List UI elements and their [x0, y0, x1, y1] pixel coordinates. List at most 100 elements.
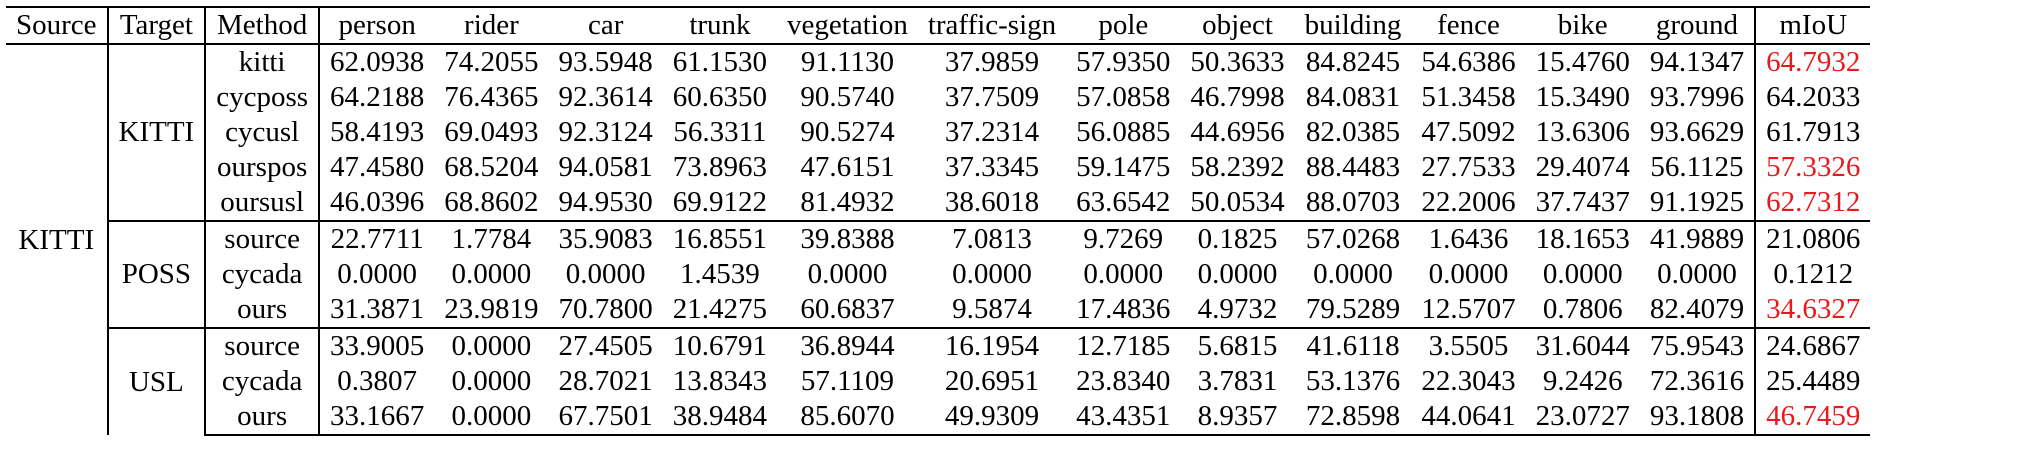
- method-cell: cycposs: [204, 80, 320, 115]
- value-cell: 12.5707: [1421, 293, 1516, 325]
- value-cell: 73.8963: [672, 151, 768, 183]
- value-cell: 0.0000: [1197, 258, 1278, 290]
- value-cell: 59.1475: [1076, 151, 1171, 183]
- table-row: oursusl 46.0396 68.8602 94.9530 69.9122 81.49…: [6, 185, 1871, 221]
- value-cell: 39.8388: [777, 220, 918, 257]
- value-cell: 60.6350: [672, 81, 768, 113]
- value-cell: 37.7509: [944, 81, 1040, 113]
- value-cell: 0.0000: [565, 258, 646, 290]
- value-cell: 5.6815: [1180, 327, 1295, 364]
- method-cell: kitti: [204, 44, 320, 80]
- method-cell: oursusl: [204, 185, 320, 221]
- value-cell: 56.3311: [673, 116, 767, 148]
- value-cell: 41.6118: [1294, 327, 1412, 364]
- table-row: cycposs 64.2188 76.4365 92.3614 60.6350 90.57…: [6, 80, 1871, 115]
- method-cell: ours: [204, 399, 320, 436]
- value-cell: 23.8340: [1076, 365, 1171, 397]
- value-cell: 60.6837: [800, 293, 895, 325]
- value-cell: 3.5505: [1411, 327, 1526, 364]
- miou-cell: 46.7459: [1754, 399, 1871, 436]
- value-cell: 37.7437: [1535, 186, 1630, 218]
- value-cell: 50.3633: [1190, 46, 1285, 78]
- value-cell: 33.1667: [318, 399, 435, 436]
- results-table: Source Target Method person rider car trunk veg…: [6, 6, 1871, 436]
- table-row: POSS source 22.7711 1.7784 35.9083 16.8551 39.…: [6, 220, 1871, 328]
- value-cell: 93.1808: [1639, 399, 1756, 436]
- method-cell: ours: [204, 292, 320, 328]
- value-cell: 23.0727: [1525, 399, 1640, 436]
- header-row: Source Target Method person rider car trunk veg…: [6, 7, 1871, 44]
- miou-cell: 25.4489: [1754, 364, 1871, 399]
- value-cell: 84.8245: [1305, 46, 1401, 78]
- value-cell: 92.3124: [558, 116, 653, 148]
- value-cell: 94.9530: [558, 186, 653, 218]
- value-cell: 81.4932: [800, 186, 895, 218]
- header-fence: fence: [1437, 9, 1500, 41]
- value-cell: 0.0000: [1428, 258, 1509, 290]
- value-cell: 82.0385: [1305, 116, 1401, 148]
- value-cell: 91.1925: [1649, 186, 1745, 218]
- value-cell: 69.0493: [444, 116, 539, 148]
- value-cell: 56.1125: [1650, 151, 1744, 183]
- target-cell: USL: [106, 327, 206, 435]
- header-trunk: trunk: [689, 9, 751, 41]
- value-cell: 57.0268: [1294, 220, 1412, 257]
- value-cell: 16.1954: [917, 327, 1067, 364]
- value-cell: 49.9309: [917, 399, 1067, 436]
- value-cell: 37.3345: [944, 151, 1040, 183]
- value-cell: 74.2055: [444, 46, 539, 78]
- value-cell: 3.7831: [1197, 365, 1278, 397]
- header-target: Target: [106, 7, 206, 44]
- value-cell: 0.0000: [1542, 258, 1623, 290]
- value-cell: 38.6018: [944, 186, 1040, 218]
- header-pole: pole: [1098, 9, 1149, 41]
- value-cell: 47.4580: [318, 150, 435, 185]
- value-cell: 35.9083: [548, 220, 663, 257]
- value-cell: 72.3616: [1649, 365, 1745, 397]
- value-cell: 0.0000: [807, 258, 888, 290]
- value-cell: 9.7269: [1066, 220, 1181, 257]
- header-object: object: [1202, 9, 1273, 41]
- value-cell: 22.2006: [1421, 186, 1516, 218]
- value-cell: 37.9859: [944, 46, 1040, 78]
- value-cell: 47.6151: [800, 151, 895, 183]
- value-cell: 4.9732: [1197, 293, 1278, 325]
- header-rider: rider: [464, 9, 519, 41]
- value-cell: 9.5874: [952, 293, 1032, 325]
- value-cell: 1.7784: [434, 220, 549, 257]
- table-row: ours 31.3871 23.9819 70.7800 21.4275 60.6837 9…: [6, 292, 1871, 328]
- value-cell: 46.0396: [318, 185, 435, 221]
- value-cell: 46.7998: [1190, 81, 1285, 113]
- value-cell: 63.6542: [1076, 186, 1171, 218]
- value-cell: 44.0641: [1411, 399, 1526, 436]
- value-cell: 37.2314: [944, 116, 1040, 148]
- table-row: KITTI KITTI kitti 62.0938 74.2055 93.5948 61.1…: [6, 44, 1871, 254]
- header-traffic-sign: traffic-sign: [927, 9, 1057, 41]
- value-cell: 1.6436: [1411, 220, 1526, 257]
- value-cell: 57.9350: [1076, 46, 1171, 78]
- value-cell: 0.0000: [434, 327, 549, 364]
- value-cell: 0.3807: [318, 364, 435, 399]
- value-cell: 61.1530: [672, 46, 768, 78]
- method-cell: cycada: [204, 257, 320, 292]
- value-cell: 29.4074: [1535, 151, 1630, 183]
- header-vegetation: vegetation: [787, 9, 908, 41]
- source-cell: KITTI: [18, 223, 95, 256]
- target-cell: POSS: [106, 220, 206, 328]
- miou-cell: 57.3326: [1754, 150, 1871, 185]
- header-bike: bike: [1557, 9, 1608, 41]
- value-cell: 13.8343: [672, 365, 768, 397]
- value-cell: 0.1825: [1180, 220, 1295, 257]
- value-cell: 69.9122: [672, 186, 768, 218]
- table-row: cycusl 58.4193 69.0493 92.3124 56.3311 90.527…: [6, 115, 1871, 150]
- value-cell: 0.0000: [1657, 258, 1737, 290]
- value-cell: 92.3614: [558, 81, 653, 113]
- value-cell: 17.4836: [1076, 293, 1171, 325]
- value-cell: 20.6951: [944, 365, 1040, 397]
- value-cell: 64.2188: [318, 80, 435, 115]
- value-cell: 0.0000: [952, 258, 1032, 290]
- miou-cell: 34.6327: [1754, 292, 1871, 328]
- method-cell: cycada: [204, 364, 320, 399]
- value-cell: 18.1653: [1525, 220, 1640, 257]
- value-cell: 1.4539: [680, 258, 760, 290]
